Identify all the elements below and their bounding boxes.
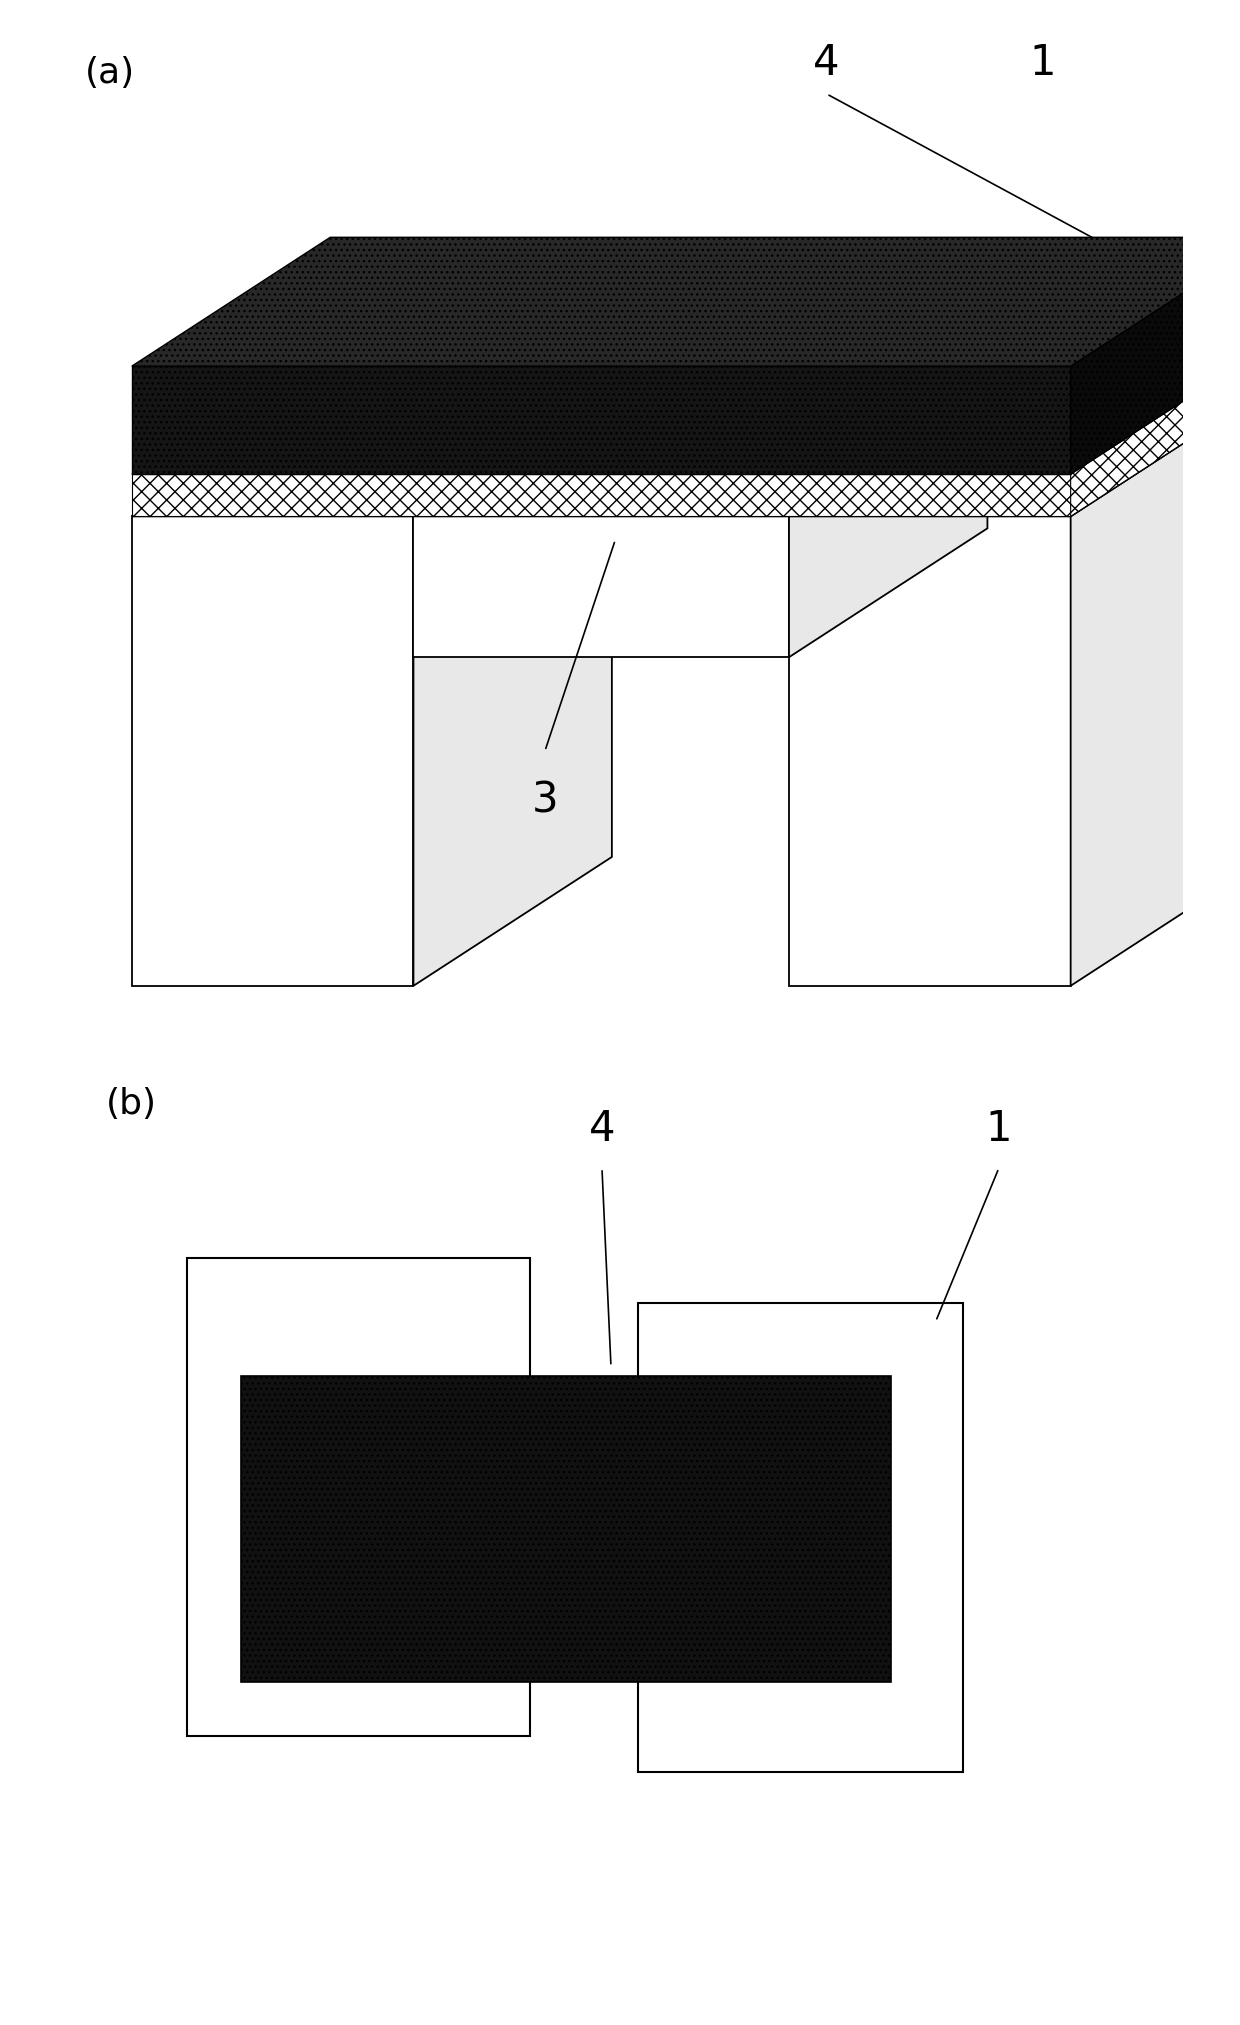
Polygon shape xyxy=(639,1304,962,1772)
Polygon shape xyxy=(131,367,1070,474)
Text: (b): (b) xyxy=(105,1087,156,1122)
Polygon shape xyxy=(131,346,1240,474)
Polygon shape xyxy=(789,387,1240,516)
Text: 1: 1 xyxy=(1029,43,1055,85)
Polygon shape xyxy=(789,387,987,658)
Polygon shape xyxy=(413,387,987,516)
Polygon shape xyxy=(131,387,611,516)
Polygon shape xyxy=(1070,387,1240,986)
Polygon shape xyxy=(789,516,1070,986)
Polygon shape xyxy=(1070,237,1240,474)
Polygon shape xyxy=(131,474,1070,516)
Polygon shape xyxy=(413,387,611,986)
Polygon shape xyxy=(1070,346,1240,516)
Polygon shape xyxy=(241,1375,890,1683)
Text: (a): (a) xyxy=(84,57,135,91)
Polygon shape xyxy=(131,237,1240,367)
Text: 3: 3 xyxy=(532,780,558,822)
Polygon shape xyxy=(187,1258,529,1735)
Text: 4: 4 xyxy=(589,1108,615,1150)
Polygon shape xyxy=(131,516,413,986)
Polygon shape xyxy=(413,516,789,658)
Text: 4: 4 xyxy=(813,43,839,85)
Text: 1: 1 xyxy=(986,1108,1012,1150)
